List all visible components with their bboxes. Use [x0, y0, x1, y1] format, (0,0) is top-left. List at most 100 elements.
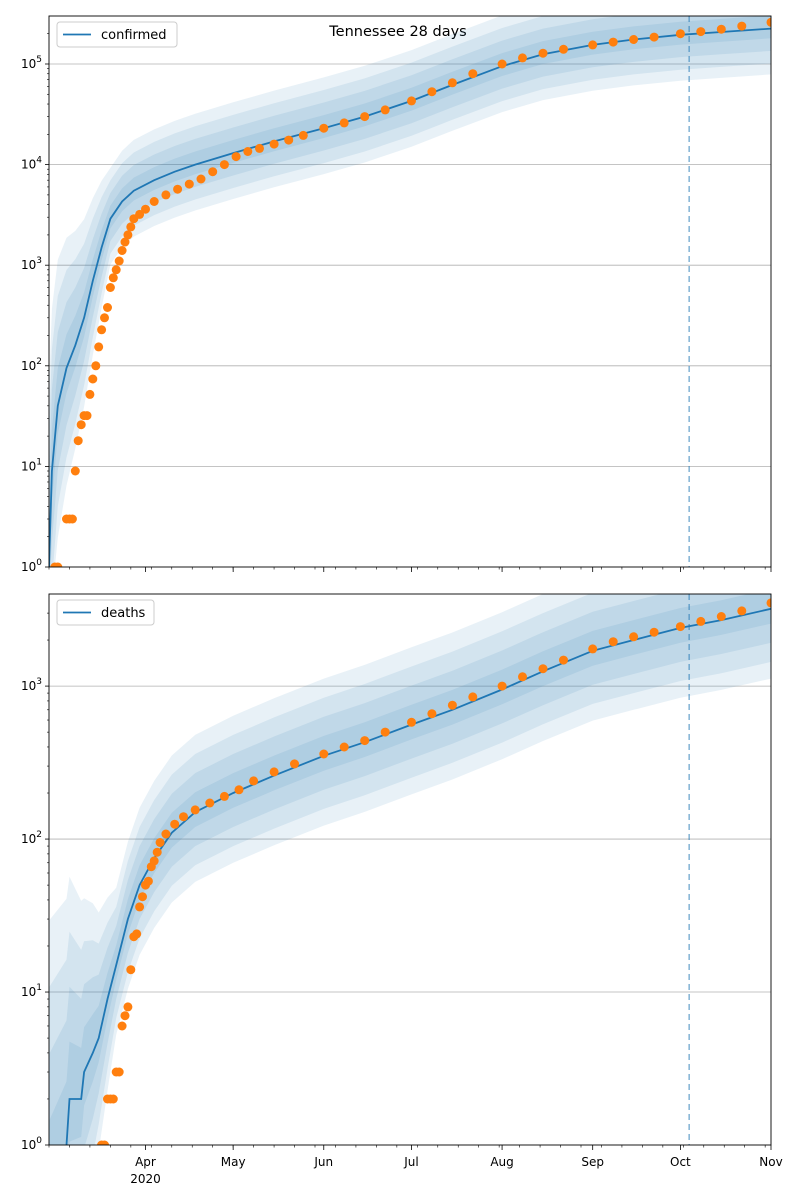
observed-point [339, 118, 349, 128]
legend-label: confirmed [101, 28, 167, 43]
x-tick-label: Oct [670, 1155, 691, 1169]
observed-point [120, 1011, 130, 1021]
observed-point [108, 1094, 118, 1104]
observed-point [649, 32, 659, 42]
observed-point [249, 776, 259, 786]
observed-point [135, 902, 145, 912]
legend-box [56, 599, 155, 626]
observed-point [608, 37, 618, 47]
y-tick-label: 100 [21, 1136, 42, 1152]
observed-point [179, 812, 188, 822]
observed-point [407, 717, 416, 727]
observed-point [675, 29, 685, 39]
observed-point [143, 876, 153, 886]
observed-point [97, 325, 107, 335]
observed-point [629, 35, 639, 44]
observed-point [94, 342, 104, 352]
observed-point [184, 179, 194, 189]
observed-point [608, 637, 618, 647]
observed-point [380, 727, 390, 737]
observed-point [284, 135, 294, 145]
legend: confirmed [56, 21, 178, 48]
observed-point [298, 130, 308, 140]
shared-x-axis: Apr 2020 May Jun Jul Aug Sep Oct Nov [130, 1155, 783, 1186]
observed-point [243, 147, 253, 156]
observed-point [155, 838, 165, 847]
observed-point [67, 514, 77, 524]
observed-point [91, 361, 101, 371]
observed-point [141, 204, 150, 214]
x-tick-label: Jun [313, 1155, 333, 1169]
observed-point [269, 767, 279, 777]
observed-point [170, 819, 180, 829]
uncertainty-band [49, 594, 771, 1145]
observed-point [85, 389, 95, 399]
legend-label: deaths [101, 606, 146, 621]
observed-point [123, 230, 133, 240]
observed-point [234, 785, 244, 795]
observed-point [149, 856, 159, 866]
observed-point [737, 606, 747, 616]
x-tick-label: Sep [581, 1155, 604, 1169]
model-line [49, 27, 771, 567]
observed-point [208, 167, 218, 177]
uncertainty-band [49, 594, 771, 1145]
observed-point [447, 700, 457, 710]
axes-frame [48, 15, 772, 568]
observed-point [105, 283, 115, 292]
legend: deaths [56, 599, 155, 626]
observed-point [559, 655, 568, 665]
observed-point [497, 59, 507, 69]
observed-point [649, 627, 659, 637]
observed-point [380, 105, 390, 115]
plot-area [49, 594, 771, 1145]
observed-point [108, 273, 118, 283]
y-tick-label: 100 [21, 558, 42, 574]
x-tick-label: May [221, 1155, 246, 1169]
observed-point [766, 17, 771, 27]
observed-point [123, 1002, 133, 1012]
observed-point [360, 112, 370, 122]
observed-point [161, 190, 171, 200]
observed-point [290, 759, 299, 769]
observed-point [255, 143, 264, 153]
observed-point [696, 616, 706, 626]
axes-frame [48, 593, 772, 1146]
x-tick-sublabel: 2020 [130, 1172, 161, 1186]
y-tick-label: 102 [21, 357, 42, 373]
observed-point [152, 847, 162, 857]
x-tick-label: Nov [759, 1155, 782, 1169]
observed-point [588, 40, 598, 50]
observed-point [76, 420, 86, 430]
observed-point [135, 209, 145, 219]
observed-point [766, 598, 771, 608]
y-tick-label: 103 [21, 677, 42, 693]
observed-point [319, 749, 329, 759]
uncertainty-band [49, 594, 771, 1145]
confirmed-panel: 100 101 102 103 104 105 confirmed [21, 15, 772, 574]
observed-point [117, 1021, 127, 1031]
plot-area [49, 16, 771, 567]
y-tick-label: 101 [21, 983, 42, 999]
y-tick-label: 101 [21, 457, 42, 473]
observed-point [468, 692, 478, 702]
observed-point [100, 313, 109, 323]
observed-point [111, 265, 121, 275]
x-tick-label: Aug [490, 1155, 513, 1169]
y-tick-label: 102 [21, 830, 42, 846]
observed-point [70, 466, 80, 476]
observed-point [319, 123, 329, 133]
observed-point [117, 246, 127, 255]
observed-point [149, 197, 159, 206]
observed-point [518, 672, 527, 682]
observed-point [518, 53, 527, 63]
observed-point [120, 237, 130, 247]
observed-point [161, 829, 171, 839]
y-tick-label: 103 [21, 256, 42, 272]
observed-point [231, 152, 241, 162]
observed-point [588, 644, 598, 654]
observed-point [538, 48, 548, 58]
observed-point [88, 374, 98, 384]
observed-point [716, 612, 726, 621]
